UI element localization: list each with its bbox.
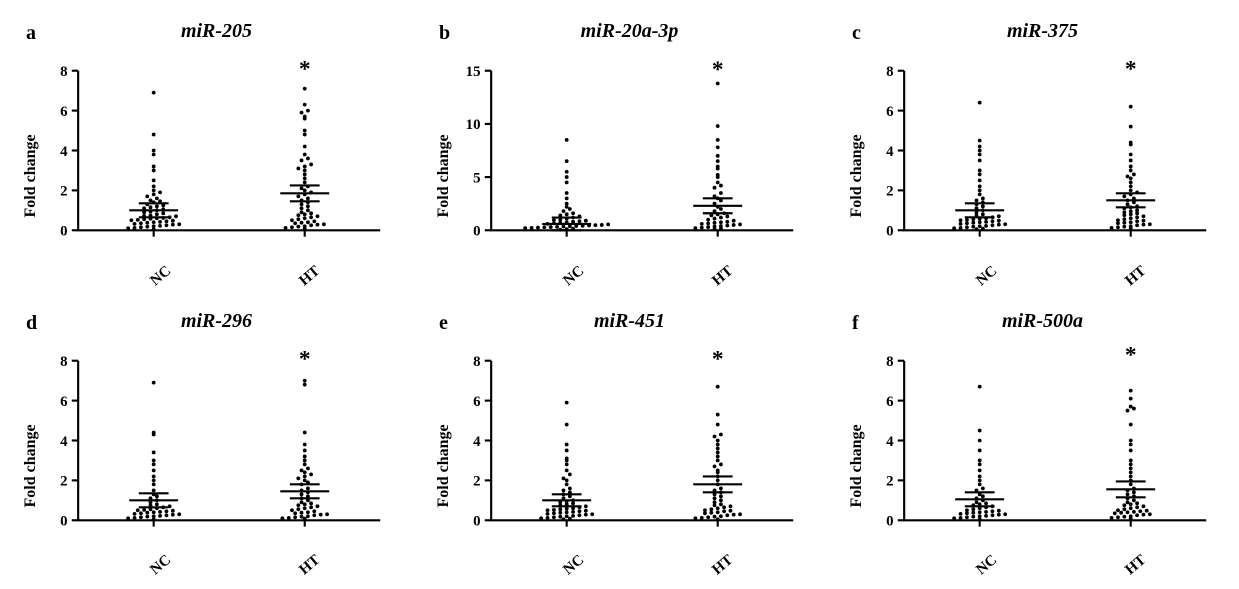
svg-text:6: 6 xyxy=(60,393,67,409)
x-tick-label: NC xyxy=(969,552,1001,583)
x-tick-label: HT xyxy=(704,263,736,294)
svg-text:8: 8 xyxy=(886,354,893,370)
svg-text:8: 8 xyxy=(886,64,893,80)
x-axis-ticks: NCHT xyxy=(42,265,393,280)
plot-wrap: Fold change 0 2 4 6 8 * NCHT xyxy=(433,335,806,570)
svg-text:0: 0 xyxy=(60,224,67,240)
plot-wrap: Fold change 0 2 4 6 8 * NCHT xyxy=(20,45,393,280)
svg-text:2: 2 xyxy=(886,184,893,200)
scatter-plot: 0 2 4 6 8 * xyxy=(868,45,1219,265)
plot-wrap: Fold change 0 5 10 15 * NCHT xyxy=(433,45,806,280)
y-axis-label: Fold change xyxy=(433,335,455,570)
svg-text:2: 2 xyxy=(473,473,480,489)
panel-label: f xyxy=(852,312,859,335)
significance-star: * xyxy=(1125,342,1137,368)
scatter-plot: 0 2 4 6 8 * xyxy=(455,335,806,555)
svg-text:10: 10 xyxy=(466,117,481,133)
panel-c: cmiR-375Fold change 0 2 4 6 8 * NCHT xyxy=(846,20,1219,280)
x-tick-label: NC xyxy=(969,263,1001,294)
x-axis-ticks: NCHT xyxy=(455,265,806,280)
x-tick-label: HT xyxy=(291,552,323,583)
panel-title: miR-451 xyxy=(453,310,806,333)
plot-column: 0 5 10 15 * NCHT xyxy=(455,45,806,280)
svg-text:15: 15 xyxy=(466,64,481,80)
panel-a: amiR-205Fold change 0 2 4 6 8 * NCHT xyxy=(20,20,393,280)
panel-title: miR-296 xyxy=(40,310,393,333)
panel-title: miR-20a-3p xyxy=(453,20,806,43)
panel-f: f miR-500aFold change 0 2 4 6 8 * NCHT xyxy=(846,310,1219,570)
plot-wrap: Fold change 0 2 4 6 8 * NCHT xyxy=(846,335,1219,570)
x-axis-ticks: NCHT xyxy=(42,554,393,569)
plot-wrap: Fold change 0 2 4 6 8 * NCHT xyxy=(20,335,393,570)
svg-text:2: 2 xyxy=(60,473,67,489)
y-axis-label: Fold change xyxy=(20,45,42,280)
y-axis-label: Fold change xyxy=(20,335,42,570)
svg-text:0: 0 xyxy=(60,513,67,529)
panel-label: e xyxy=(439,312,448,335)
x-tick-label: HT xyxy=(704,552,736,583)
x-axis-ticks: NCHT xyxy=(868,265,1219,280)
x-tick-label: HT xyxy=(1117,552,1149,583)
panel-d: dmiR-296Fold change 0 2 4 6 8 * NCHT xyxy=(20,310,393,570)
plot-wrap: Fold change 0 2 4 6 8 * NCHT xyxy=(846,45,1219,280)
svg-text:4: 4 xyxy=(60,433,68,449)
panel-title: miR-375 xyxy=(866,20,1219,43)
svg-text:4: 4 xyxy=(60,144,68,160)
panel-label: a xyxy=(26,22,36,45)
x-axis-ticks: NCHT xyxy=(868,554,1219,569)
scatter-plot: 0 5 10 15 * xyxy=(455,45,806,265)
panel-b: bmiR-20a-3pFold change 0 5 10 15 * NCHT xyxy=(433,20,806,280)
svg-text:6: 6 xyxy=(886,393,893,409)
plot-column: 0 2 4 6 8 * NCHT xyxy=(868,45,1219,280)
significance-star: * xyxy=(299,57,311,83)
svg-text:2: 2 xyxy=(60,184,67,200)
svg-text:6: 6 xyxy=(60,104,67,120)
x-tick-label: NC xyxy=(556,263,588,294)
x-tick-label: HT xyxy=(1117,263,1149,294)
x-tick-label: NC xyxy=(143,263,175,294)
scatter-plot: 0 2 4 6 8 * xyxy=(42,335,393,555)
svg-text:0: 0 xyxy=(886,224,893,240)
y-axis-label: Fold change xyxy=(846,45,868,280)
svg-text:4: 4 xyxy=(473,433,481,449)
svg-text:6: 6 xyxy=(886,104,893,120)
panel-e: emiR-451Fold change 0 2 4 6 8 * NCHT xyxy=(433,310,806,570)
x-axis-ticks: NCHT xyxy=(455,554,806,569)
svg-text:4: 4 xyxy=(886,144,894,160)
figure-grid: amiR-205Fold change02468*NCHTbmiR-20a-3p… xyxy=(20,20,1219,569)
plot-column: 0 2 4 6 8 * NCHT xyxy=(868,335,1219,570)
svg-text:5: 5 xyxy=(473,170,480,186)
panel-title: miR-500a xyxy=(866,310,1219,333)
svg-text:8: 8 xyxy=(473,354,480,370)
svg-text:4: 4 xyxy=(886,433,894,449)
plot-column: 0 2 4 6 8 * NCHT xyxy=(42,335,393,570)
svg-text:8: 8 xyxy=(60,64,67,80)
svg-text:8: 8 xyxy=(60,354,67,370)
y-axis-label: Fold change xyxy=(433,45,455,280)
x-tick-label: NC xyxy=(143,552,175,583)
significance-star: * xyxy=(1125,57,1137,83)
significance-star: * xyxy=(712,57,724,83)
panel-title: miR-205 xyxy=(40,20,393,43)
plot-column: 0 2 4 6 8 * NCHT xyxy=(455,335,806,570)
svg-text:6: 6 xyxy=(473,393,480,409)
svg-text:0: 0 xyxy=(473,224,480,240)
panel-label: c xyxy=(852,22,861,45)
svg-text:0: 0 xyxy=(886,513,893,529)
significance-star: * xyxy=(712,346,724,372)
svg-text:2: 2 xyxy=(886,473,893,489)
scatter-plot: 0 2 4 6 8 * xyxy=(42,45,393,265)
x-tick-label: HT xyxy=(291,263,323,294)
y-axis-label: Fold change xyxy=(846,335,868,570)
plot-column: 0 2 4 6 8 * NCHT xyxy=(42,45,393,280)
panel-label: d xyxy=(26,312,37,335)
scatter-plot: 0 2 4 6 8 * xyxy=(868,335,1219,555)
significance-star: * xyxy=(299,346,311,372)
svg-text:0: 0 xyxy=(473,513,480,529)
panel-label: b xyxy=(439,22,450,45)
x-tick-label: NC xyxy=(556,552,588,583)
